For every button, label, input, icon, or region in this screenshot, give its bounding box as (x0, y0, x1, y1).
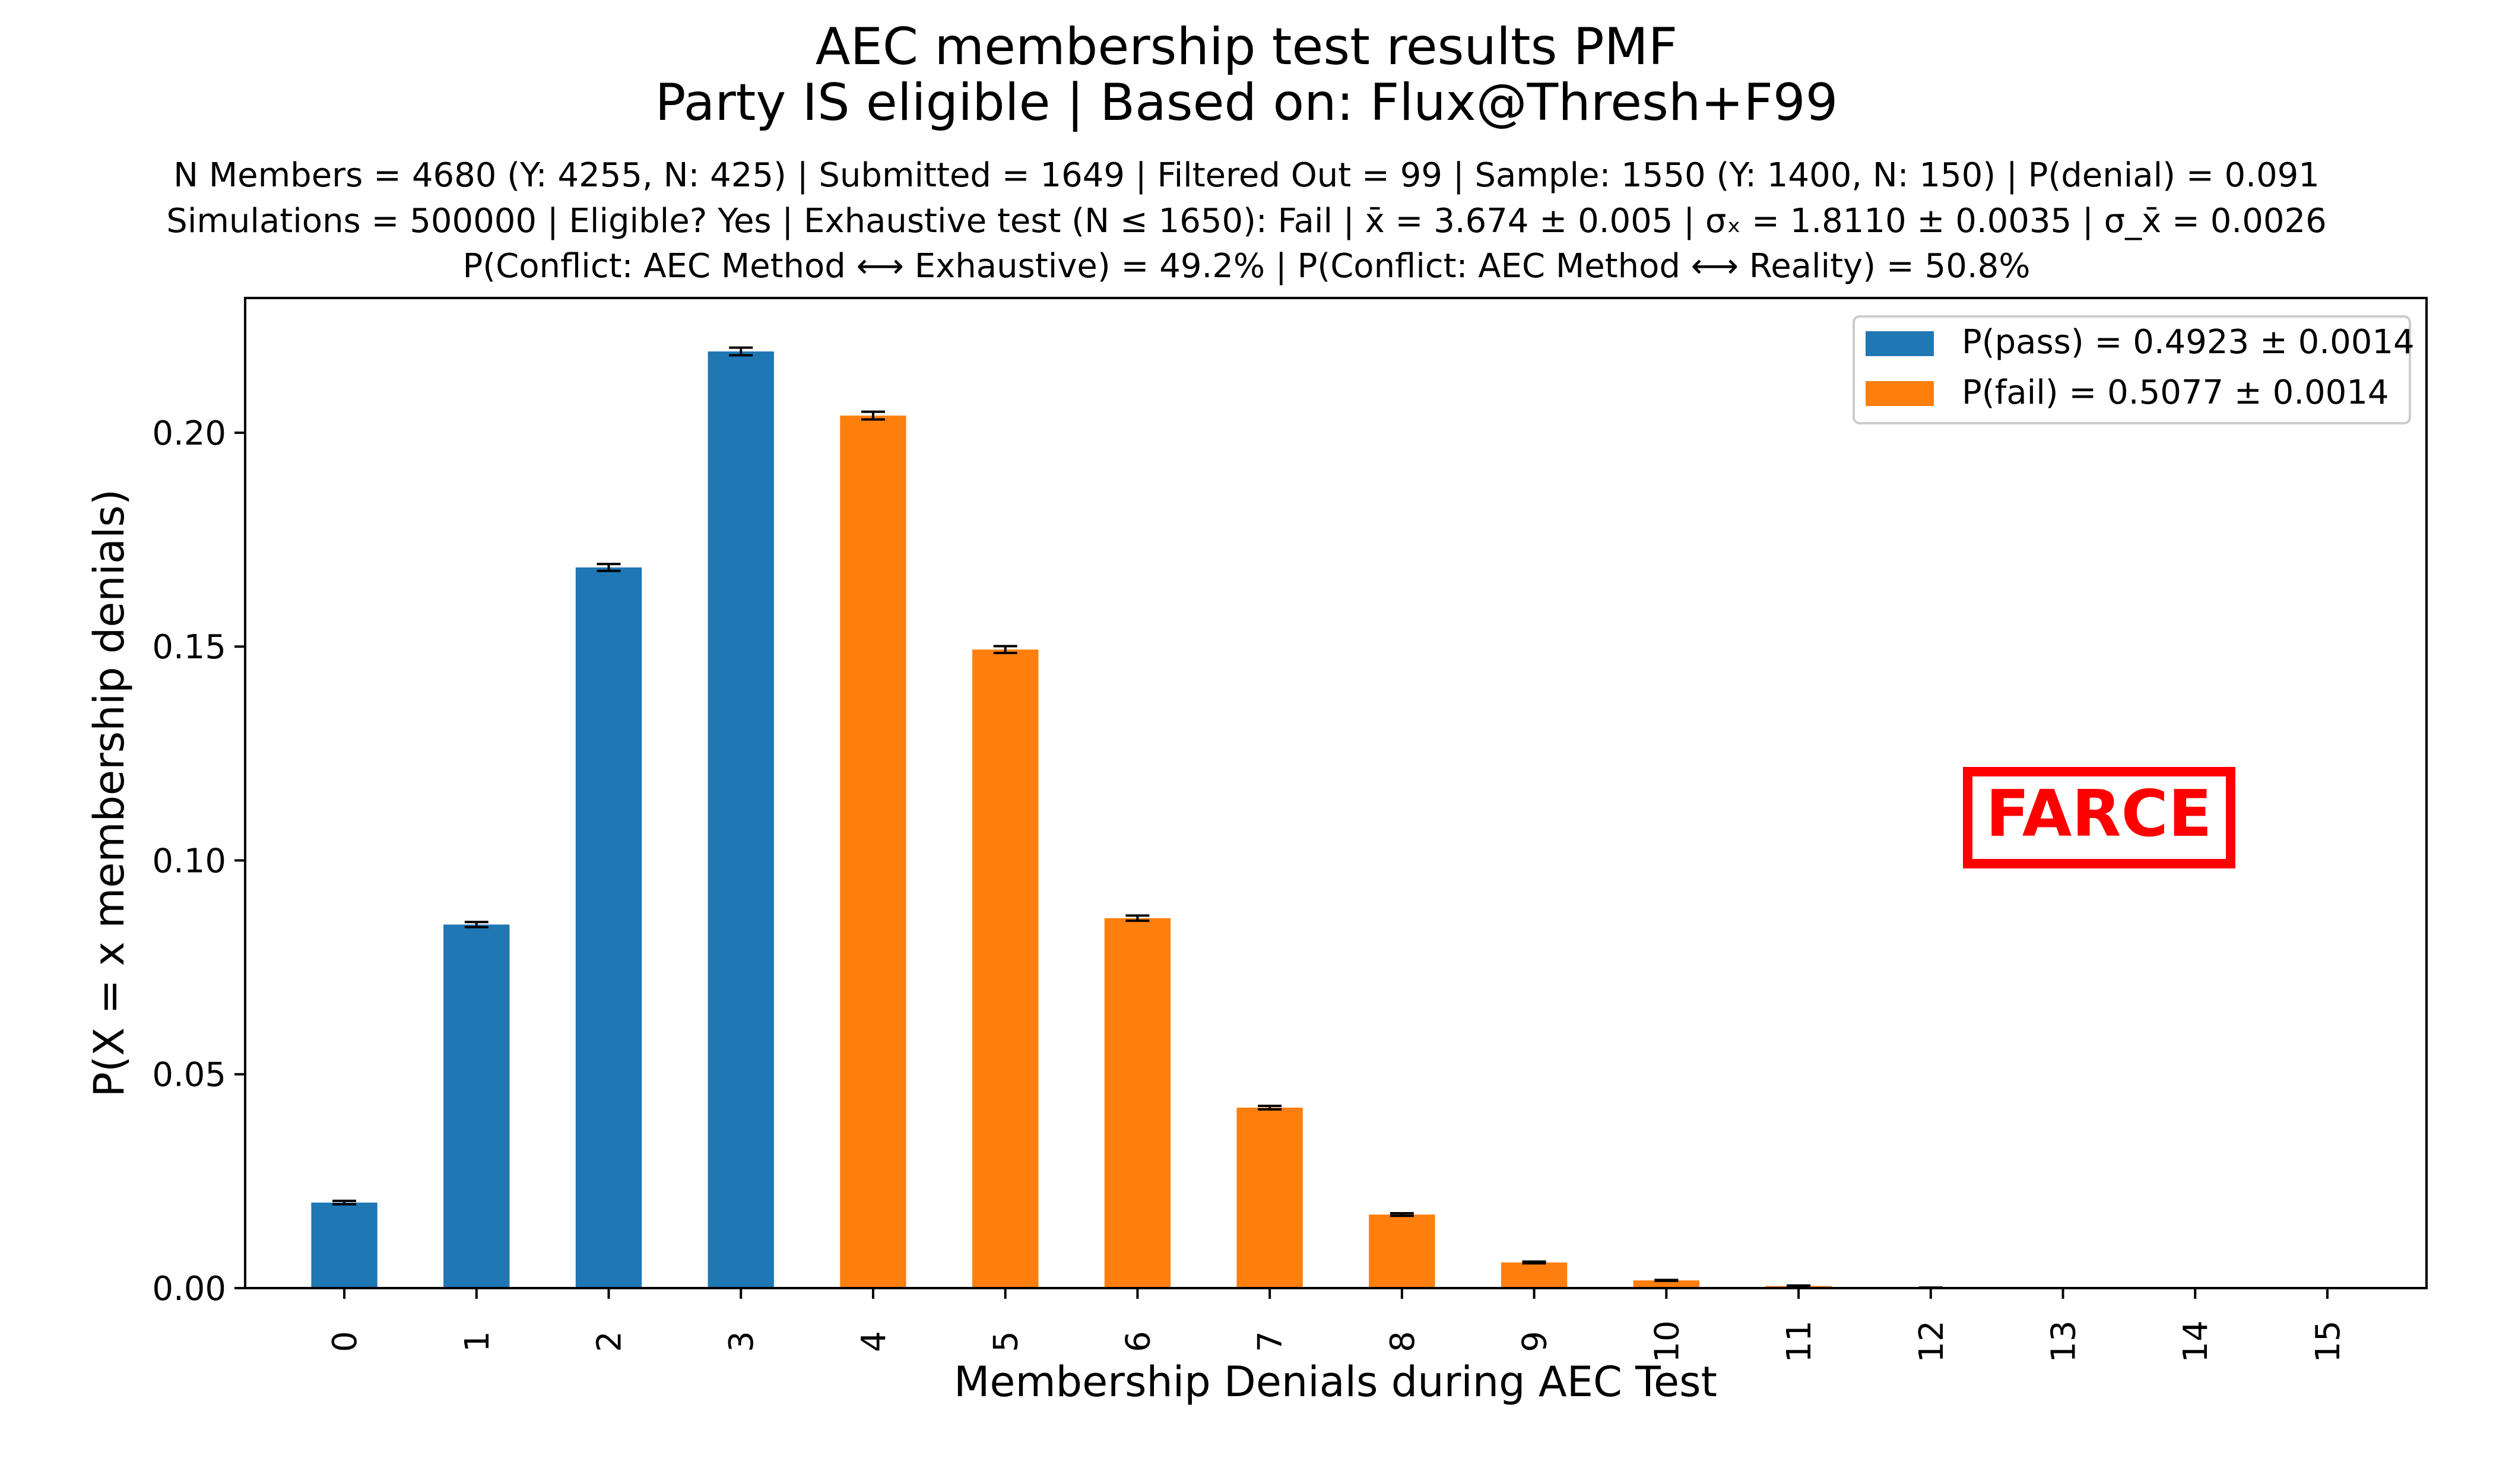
info-line-1: N Members = 4680 (Y: 4255, N: 425) | Sub… (173, 156, 2320, 195)
x-tick-label: 6 (1119, 1331, 1157, 1352)
bar-7 (1236, 1107, 1303, 1288)
bar-0 (311, 1202, 378, 1288)
legend-swatch-pass (1866, 331, 1934, 356)
x-tick-label: 8 (1384, 1331, 1422, 1352)
error-bar-7 (1258, 1105, 1282, 1111)
bar-10 (1633, 1280, 1699, 1288)
x-tick-label: 12 (1912, 1320, 1951, 1362)
y-axis: 0.00 0.05 0.10 0.15 0.20 (152, 414, 245, 1308)
bar-5 (972, 649, 1039, 1288)
bar-3 (708, 351, 774, 1288)
y-tick-label: 0.10 (152, 842, 226, 880)
chart-title: AEC membership test results PMF (816, 17, 1677, 77)
legend-frame (1853, 315, 2411, 424)
info-line-2: Simulations = 500000 | Eligible? Yes | E… (166, 202, 2326, 240)
x-axis: 0 1 2 3 4 5 6 7 8 9 10 11 12 13 14 15 (326, 1288, 2348, 1363)
x-tick-label: 2 (591, 1331, 629, 1352)
x-axis-label: Membership Denials during AEC Test (954, 1358, 1717, 1406)
x-tick-label: 0 (326, 1331, 364, 1352)
x-tick-label: 9 (1516, 1331, 1555, 1352)
x-tick-label: 3 (722, 1331, 761, 1352)
bar-8 (1369, 1215, 1435, 1288)
x-tick-label: 10 (1648, 1320, 1686, 1362)
legend-label-fail: P(fail) = 0.5077 ± 0.0014 (1962, 373, 2389, 412)
error-bar-2 (597, 563, 621, 572)
stamp-text: FARCE (1985, 777, 2212, 851)
error-bar-4 (861, 410, 885, 421)
error-bar-1 (464, 921, 489, 928)
y-tick-label: 0.15 (152, 628, 226, 667)
bar-2 (575, 567, 642, 1289)
bar-series (311, 351, 1964, 1289)
x-tick-label: 4 (855, 1331, 893, 1352)
x-tick-label: 13 (2045, 1320, 2083, 1362)
y-tick-label: 0.00 (152, 1270, 226, 1308)
x-tick-label: 5 (987, 1331, 1026, 1352)
bar-9 (1501, 1262, 1568, 1288)
legend: P(pass) = 0.4923 ± 0.0014 P(fail) = 0.50… (1853, 315, 2415, 424)
bar-4 (840, 416, 906, 1288)
x-tick-label: 15 (2309, 1320, 2348, 1362)
bar-6 (1104, 918, 1171, 1288)
error-bar-8 (1390, 1212, 1414, 1217)
error-bar-9 (1522, 1260, 1546, 1265)
plot-frame (244, 297, 2428, 1289)
bar-1 (443, 924, 510, 1288)
chart-subtitle: Party IS eligible | Based on: Flux@Thres… (655, 73, 1838, 132)
farce-stamp: FARCE (1963, 767, 2235, 868)
x-tick-label: 11 (1780, 1320, 1819, 1362)
x-tick-label: 7 (1251, 1331, 1290, 1352)
error-bar-0 (332, 1200, 357, 1206)
x-tick-label: 1 (458, 1331, 497, 1352)
x-tick-label: 14 (2177, 1320, 2215, 1362)
stamp-border (1963, 767, 2235, 868)
error-bar-5 (993, 645, 1017, 655)
error-bar-3 (729, 346, 753, 357)
info-line-3: P(Conflict: AEC Method ⟷ Exhaustive) = 4… (463, 247, 2031, 286)
y-axis-label: P(X = x membership denials) (85, 489, 134, 1097)
y-tick-label: 0.20 (152, 414, 226, 453)
error-bar-6 (1125, 914, 1150, 922)
y-tick-label: 0.05 (152, 1056, 226, 1095)
legend-label-pass: P(pass) = 0.4923 ± 0.0014 (1962, 323, 2415, 362)
legend-swatch-fail (1866, 381, 1934, 406)
